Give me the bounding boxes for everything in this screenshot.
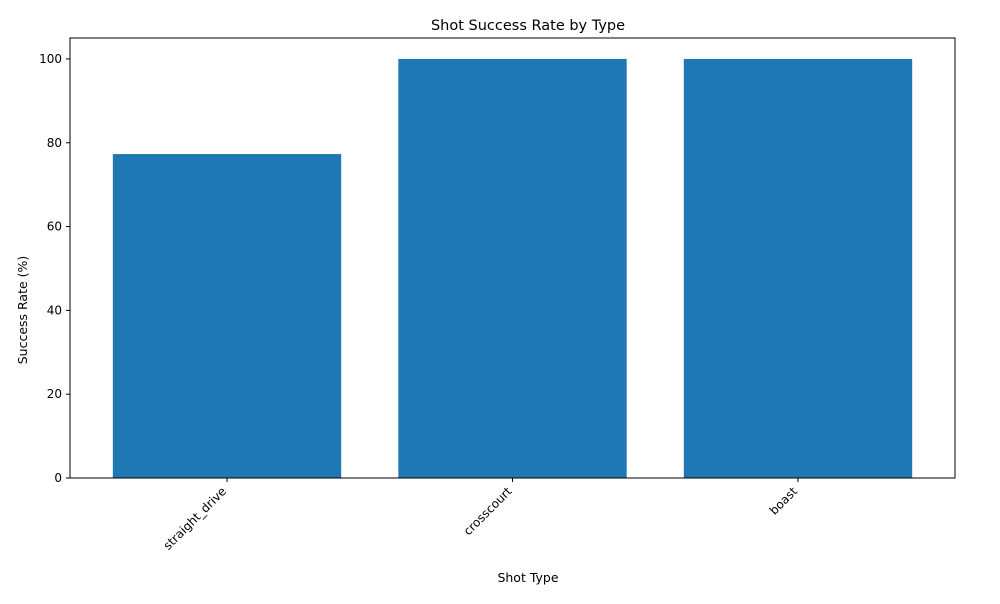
y-tick-label-0: 0 [54, 471, 62, 485]
x-tick-label-crosscourt: crosscourt [461, 484, 515, 538]
y-axis-label: Success Rate (%) [15, 256, 30, 365]
plot-area: 0 20 40 60 80 100 straight_drive crosscourt boas… [39, 37, 956, 553]
chart-title: Shot Success Rate by Type [431, 18, 625, 34]
y-tick-label-40: 40 [47, 303, 62, 317]
y-tick-label-20: 20 [47, 387, 62, 401]
x-tick-label-boast: boast [767, 484, 801, 518]
bar-crosscourt [398, 58, 627, 478]
x-tick-label-straight_drive: straight_drive [161, 484, 230, 553]
y-tick-label-100: 100 [39, 52, 62, 66]
y-tick-label-80: 80 [47, 136, 62, 150]
bar-boast [683, 58, 913, 478]
x-axis-label: Shot Type [497, 570, 558, 585]
y-tick-label-60: 60 [47, 220, 62, 234]
bar-straight_drive [112, 154, 342, 479]
